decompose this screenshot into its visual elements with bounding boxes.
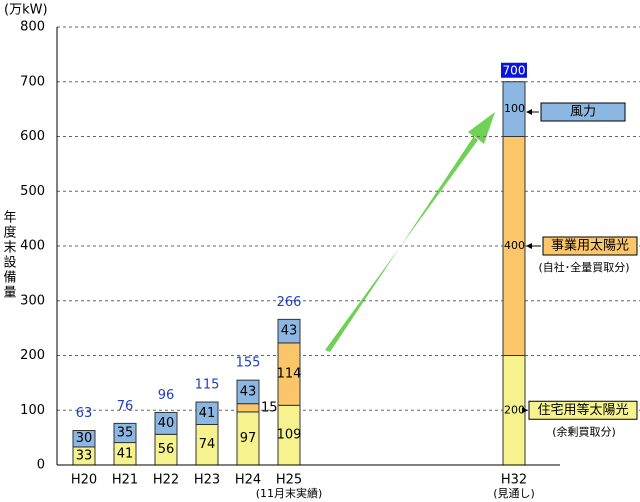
value-label: 200 [504, 403, 525, 416]
value-label: 43 [240, 384, 257, 399]
value-label: 109 [277, 428, 302, 443]
bar-segment [154, 411, 178, 435]
value-label: 33 [76, 448, 93, 463]
bar-segment [236, 403, 260, 413]
y-tick-label: 100 [20, 403, 45, 418]
legend-label: 事業用太陽光 [551, 238, 629, 254]
value-label: 74 [199, 437, 216, 452]
x-tick-note: (11月末実績) [256, 486, 323, 500]
total-label: 96 [158, 388, 175, 403]
value-label: 114 [277, 367, 302, 382]
value-label: 41 [117, 446, 134, 461]
total-label: 155 [236, 356, 261, 371]
value-label: 41 [199, 406, 216, 421]
y-tick-label: 600 [20, 129, 45, 144]
y-label: 年度末設備量 [1, 210, 17, 300]
y-tick-label: 500 [20, 184, 45, 199]
value-label: 40 [158, 416, 175, 431]
total-label: 115 [195, 378, 220, 393]
legend-box [528, 400, 638, 420]
x-tick-label: H24 [235, 473, 261, 488]
total-label: 266 [277, 295, 302, 310]
total-box [501, 62, 527, 78]
bar-segment [113, 422, 137, 444]
y-tick-label: 400 [20, 239, 45, 254]
y-tick-label: 700 [20, 74, 45, 89]
x-tick-label: H20 [71, 473, 97, 488]
value-label: 56 [158, 442, 175, 457]
y-tick-label: 200 [20, 348, 45, 363]
legend-box [540, 102, 626, 122]
legend-label: 住宅用等太陽光 [537, 402, 628, 418]
value-label: 97 [240, 431, 257, 446]
total-label: 76 [117, 399, 134, 414]
value-label: 400 [504, 239, 525, 252]
trend-arrow [325, 112, 495, 352]
y-tick-label: 300 [20, 293, 45, 308]
bar-segment [277, 318, 301, 344]
legend-label: 風力 [570, 105, 596, 120]
total-label: 700 [503, 63, 526, 77]
x-tick-note: (見通し) [493, 487, 535, 500]
value-label: 43 [281, 324, 298, 339]
x-tick-label: H22 [153, 473, 179, 488]
bar-segment [72, 430, 96, 448]
y-tick-label: 800 [20, 20, 45, 35]
y-unit: (万kW) [4, 3, 48, 18]
legend-box [542, 236, 638, 256]
total-label: 63 [76, 406, 93, 421]
bar-segment [195, 401, 219, 425]
value-label: 30 [76, 431, 93, 446]
y-tick-label: 0 [37, 458, 45, 473]
legend-note: (余剰買取分) [552, 424, 616, 438]
bar-segment [236, 379, 260, 405]
value-label: 100 [504, 102, 525, 115]
bar-segment [502, 81, 526, 137]
x-tick-label: H21 [112, 473, 138, 488]
value-label: 35 [117, 425, 134, 440]
x-tick-label: H23 [194, 473, 220, 488]
x-tick-label: H32 [501, 473, 527, 488]
value-label: 15 [261, 400, 278, 415]
x-tick-label: H25 [276, 473, 302, 488]
legend-note: (自社･全量買取分) [538, 260, 629, 274]
